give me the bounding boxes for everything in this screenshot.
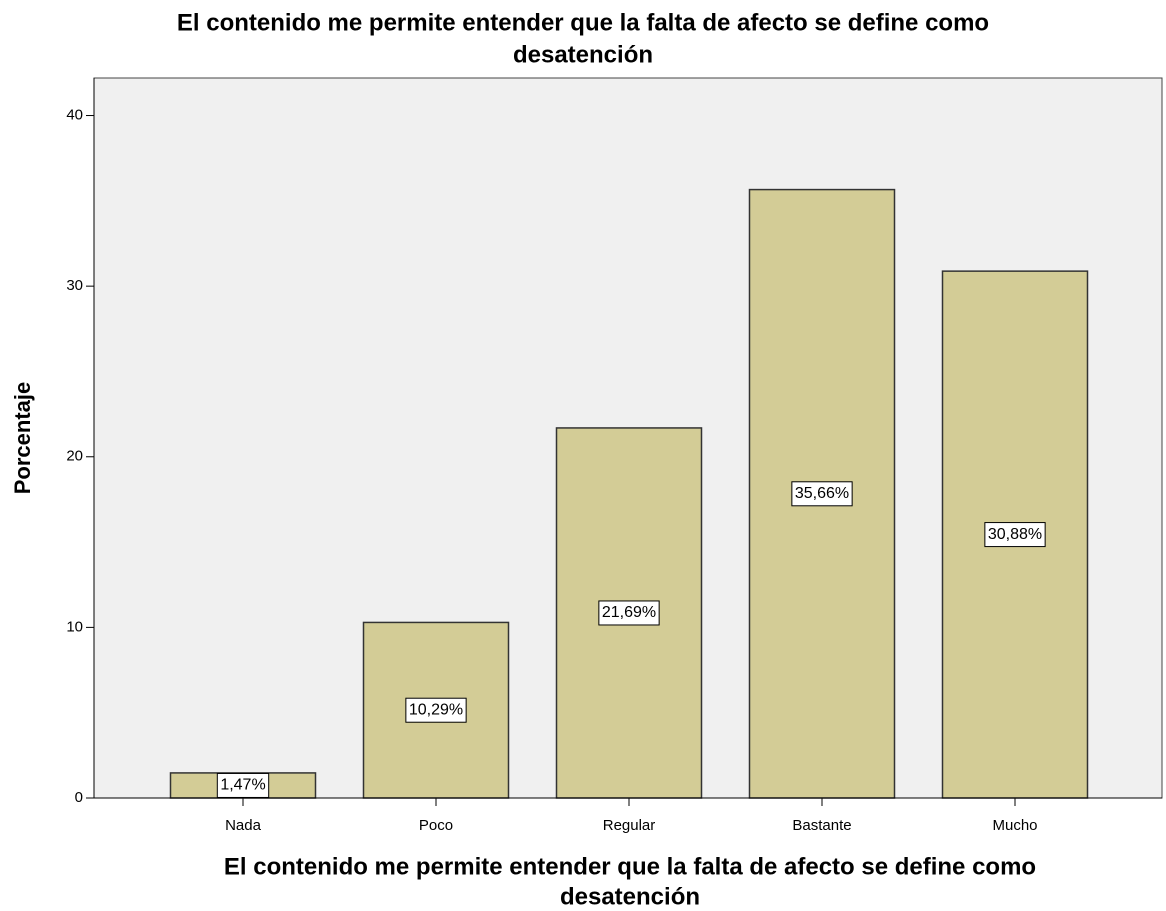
value-label-box bbox=[791, 481, 853, 507]
value-label: 10,29% bbox=[409, 701, 463, 718]
y-tick-label: 30 bbox=[66, 277, 83, 294]
y-tick-label: 0 bbox=[75, 789, 83, 806]
y-axis-title: Porcentaje bbox=[10, 382, 35, 495]
x-tick-label: Mucho bbox=[992, 817, 1037, 834]
x-tick-label: Regular bbox=[603, 817, 656, 834]
x-axis-title: El contenido me permite entender que la … bbox=[224, 853, 1036, 880]
value-label-box bbox=[598, 600, 660, 626]
x-tick-label: Poco bbox=[419, 817, 453, 834]
y-tick-label: 10 bbox=[66, 618, 83, 635]
chart-title: desatención bbox=[513, 41, 653, 68]
x-tick-label: Nada bbox=[225, 817, 262, 834]
value-label: 35,66% bbox=[795, 485, 849, 502]
value-label-box bbox=[405, 697, 467, 723]
x-tick-label: Bastante bbox=[792, 817, 851, 834]
x-axis-title: desatención bbox=[560, 883, 700, 910]
value-label: 1,47% bbox=[220, 777, 265, 794]
value-label-box bbox=[216, 772, 270, 798]
value-label: 21,69% bbox=[602, 604, 656, 621]
value-label-box bbox=[984, 522, 1046, 548]
y-tick-label: 20 bbox=[66, 448, 83, 465]
value-label: 30,88% bbox=[988, 526, 1042, 543]
chart-title: El contenido me permite entender que la … bbox=[177, 9, 989, 36]
y-tick-label: 40 bbox=[66, 107, 83, 124]
